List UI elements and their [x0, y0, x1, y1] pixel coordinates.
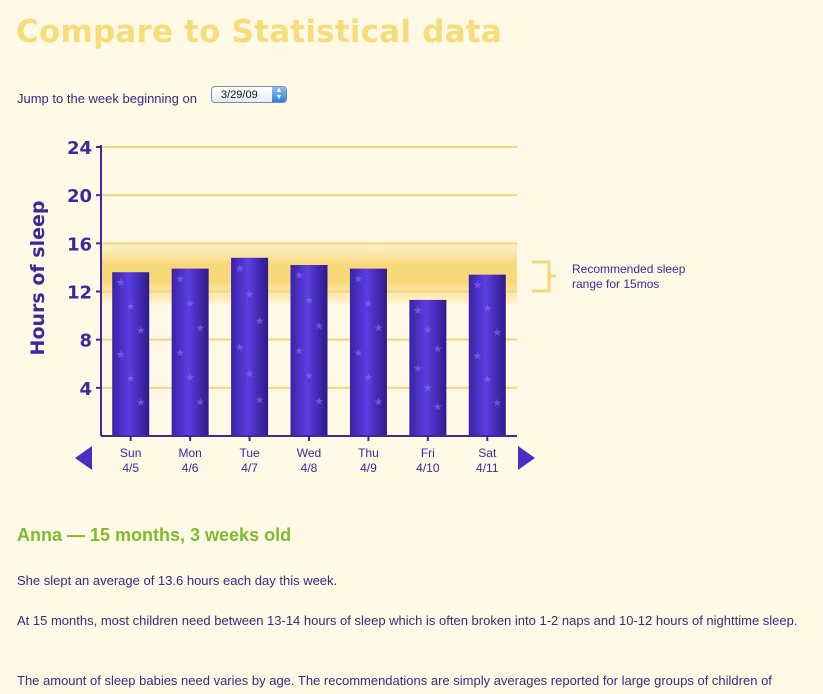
star-icon: ★: [126, 373, 136, 385]
sleep-bar: [468, 274, 506, 436]
star-icon: ★: [492, 327, 502, 339]
recommended-range-legend: Recommended sleep range for 15mos: [572, 262, 686, 291]
star-icon: ★: [353, 347, 363, 359]
variance-text: The amount of sleep babies need varies b…: [17, 673, 772, 688]
star-icon: ★: [492, 397, 502, 409]
y-tick-label: 8: [79, 331, 92, 352]
stepper-arrows-icon[interactable]: ▲ ▼: [272, 87, 286, 102]
star-icon: ★: [185, 298, 195, 310]
star-icon: ★: [136, 397, 146, 409]
star-icon: ★: [472, 280, 482, 292]
star-icon: ★: [413, 305, 423, 317]
star-icon: ★: [245, 289, 255, 301]
y-tick-label: 20: [67, 186, 92, 207]
next-week-arrow-icon[interactable]: [518, 446, 535, 470]
y-tick-label: 12: [67, 283, 92, 304]
y-axis-title: Hours of sleep: [27, 201, 49, 356]
star-icon: ★: [423, 382, 433, 394]
sleep-bar: [290, 265, 328, 436]
star-icon: ★: [235, 342, 245, 354]
child-heading: Anna — 15 months, 3 weeks old: [17, 525, 292, 545]
star-icon: ★: [314, 396, 324, 408]
x-tick-date-label: 4/8: [301, 461, 318, 475]
star-icon: ★: [175, 347, 185, 359]
star-icon: ★: [373, 396, 383, 408]
star-icon: ★: [373, 323, 383, 335]
x-tick-date-label: 4/7: [241, 461, 258, 475]
sleep-bar: [231, 257, 269, 436]
star-icon: ★: [255, 395, 265, 407]
sleep-bar-chart: ★★★★★★★★★★★★★★★★★★★★★★★★★★★★★★★★★★★★★★★★…: [27, 138, 556, 475]
star-icon: ★: [482, 374, 492, 386]
sleep-bar: [112, 272, 150, 436]
average-sleep-text: She slept an average of 13.6 hours each …: [17, 573, 338, 588]
star-icon: ★: [314, 320, 324, 332]
sleep-bar: [409, 299, 447, 436]
sleep-bar: [349, 268, 387, 436]
x-tick-date-label: 4/10: [416, 461, 440, 475]
x-tick-day-label: Thu: [358, 446, 379, 460]
star-icon: ★: [472, 350, 482, 362]
week-select[interactable]: 3/29/09 ▲ ▼: [211, 86, 287, 103]
previous-week-arrow-icon[interactable]: [75, 446, 92, 470]
star-icon: ★: [126, 301, 136, 313]
x-tick-date-label: 4/6: [182, 461, 199, 475]
y-tick-label: 24: [67, 138, 92, 159]
star-icon: ★: [433, 402, 443, 414]
x-tick-date-label: 4/9: [360, 461, 377, 475]
star-icon: ★: [304, 295, 314, 307]
star-icon: ★: [195, 396, 205, 408]
star-icon: ★: [195, 323, 205, 335]
sleep-bar: [171, 268, 209, 436]
x-tick-day-label: Mon: [178, 446, 201, 460]
star-icon: ★: [245, 368, 255, 380]
y-tick-label: 4: [79, 379, 92, 400]
star-icon: ★: [294, 346, 304, 358]
star-icon: ★: [363, 372, 373, 384]
x-tick-day-label: Sun: [120, 446, 141, 460]
y-tick-label: 16: [67, 234, 92, 255]
x-tick-day-label: Fri: [421, 446, 435, 460]
star-icon: ★: [433, 344, 443, 356]
star-icon: ★: [423, 324, 433, 336]
star-icon: ★: [136, 325, 146, 337]
star-icon: ★: [304, 371, 314, 383]
star-icon: ★: [235, 263, 245, 275]
star-icon: ★: [185, 372, 195, 384]
x-tick-day-label: Tue: [239, 446, 260, 460]
legend-bracket: [532, 260, 556, 293]
star-icon: ★: [294, 270, 304, 282]
x-tick-date-label: 4/5: [122, 461, 139, 475]
star-icon: ★: [255, 316, 265, 328]
star-icon: ★: [413, 363, 423, 375]
star-icon: ★: [116, 349, 126, 361]
recommendation-text: At 15 months, most children need between…: [17, 613, 798, 628]
star-icon: ★: [116, 277, 126, 289]
x-tick-day-label: Wed: [297, 446, 321, 460]
star-icon: ★: [353, 274, 363, 286]
star-icon: ★: [363, 298, 373, 310]
jump-label: Jump to the week beginning on: [17, 91, 197, 106]
week-select-value: 3/29/09: [221, 89, 258, 101]
x-tick-date-label: 4/11: [476, 461, 499, 475]
star-icon: ★: [482, 303, 492, 315]
x-tick-day-label: Sat: [478, 446, 497, 460]
page-title: Compare to Statistical data: [16, 14, 502, 50]
star-icon: ★: [175, 274, 185, 286]
